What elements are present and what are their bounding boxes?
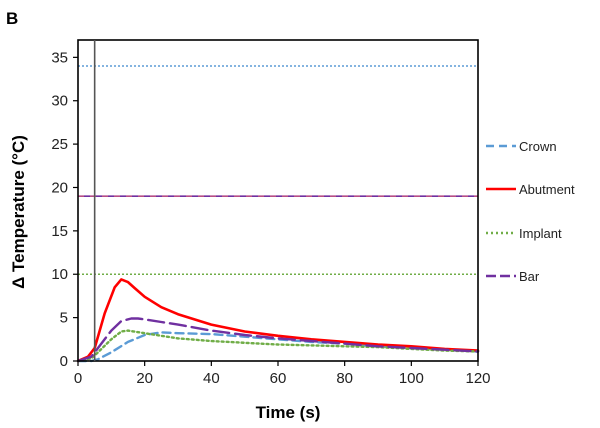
reference-lines (78, 65, 478, 275)
legend: Crown Abutment Implant Bar (486, 139, 575, 284)
y-tick-label: 15 (51, 223, 68, 240)
tick-labels: 0 20 40 60 80 100 120 0 5 10 15 20 25 30 35 (51, 49, 490, 387)
x-axis-title: Time (s) (256, 403, 321, 422)
y-tick-label: 30 (51, 93, 68, 110)
y-tick-label: 20 (51, 179, 68, 196)
legend-label-implant: Implant (519, 226, 562, 241)
series-lines (76, 278, 480, 363)
series-line-implant (76, 329, 480, 363)
plot-frame (77, 39, 479, 362)
x-tick-label: 40 (203, 370, 220, 387)
legend-label-crown: Crown (519, 139, 557, 154)
legend-label-bar: Bar (519, 269, 540, 284)
y-tick-label: 0 (60, 353, 68, 370)
x-tick-label: 60 (270, 370, 287, 387)
x-tick-label: 0 (74, 370, 82, 387)
y-tick-label: 5 (60, 310, 68, 327)
y-axis-title: Δ Temperature (°C) (9, 135, 28, 289)
x-tick-label: 80 (336, 370, 353, 387)
x-tick-label: 120 (465, 370, 490, 387)
legend-label-abutment: Abutment (519, 182, 575, 197)
y-tick-label: 10 (51, 266, 68, 283)
y-tick-label: 25 (51, 136, 68, 153)
series-line-abutment (76, 278, 480, 363)
x-tick-label: 100 (399, 370, 424, 387)
y-tick-label: 35 (51, 49, 68, 66)
x-tick-label: 20 (136, 370, 153, 387)
axes (73, 39, 479, 366)
series-line-bar (76, 317, 480, 363)
panel-label: B (6, 9, 18, 28)
